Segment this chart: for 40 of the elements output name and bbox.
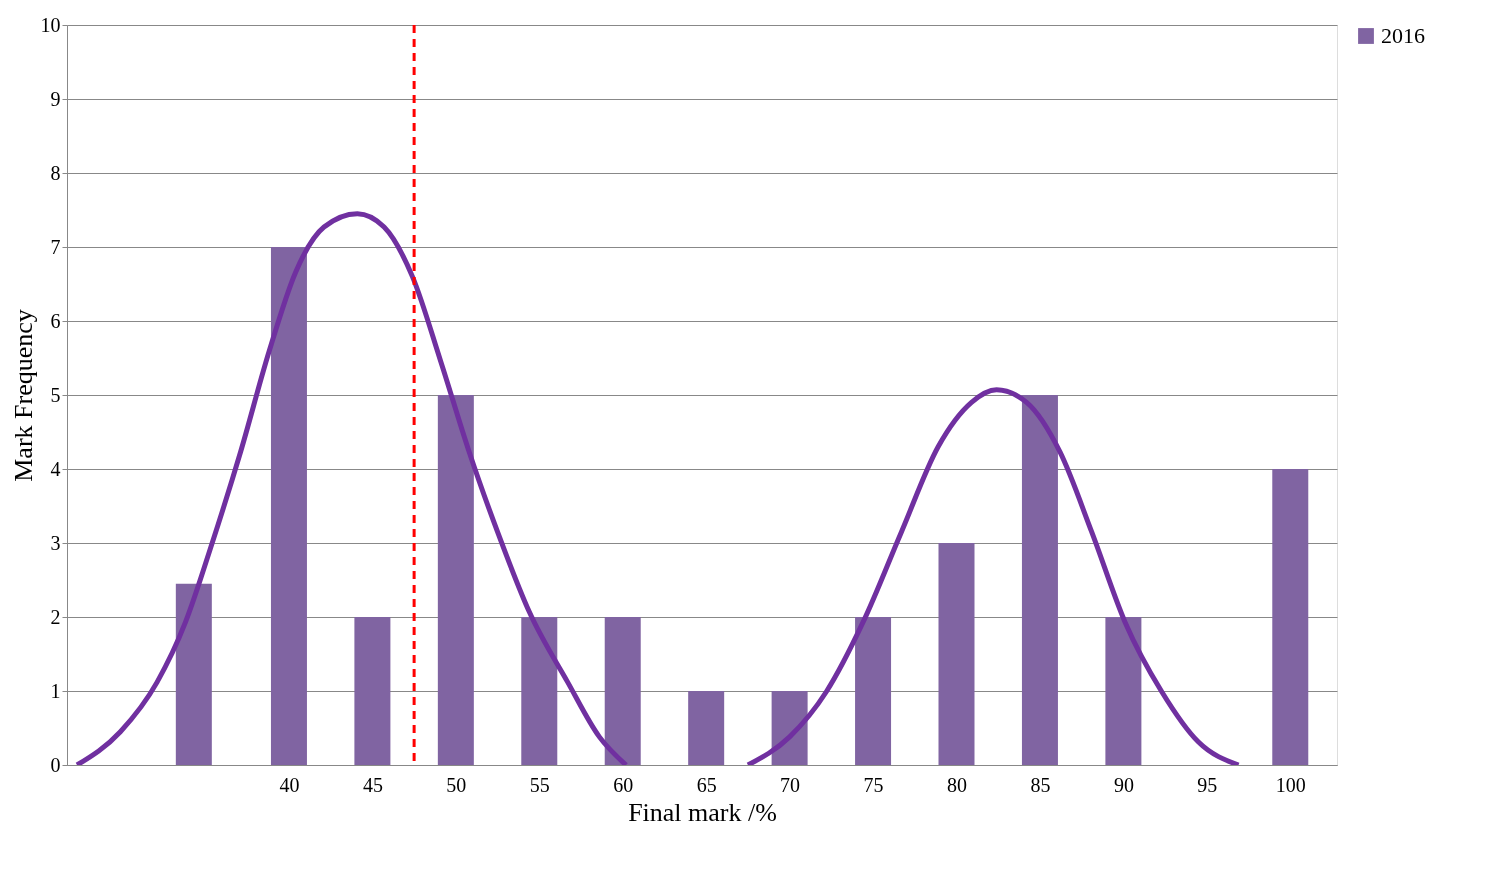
x-tick-label: 55 [529,773,550,796]
x-tick-label: 100 [1275,773,1306,796]
bar [604,617,641,765]
x-tick-label: 85 [1030,773,1051,796]
y-tick-label: 9 [50,87,61,110]
y-tick-label: 7 [50,235,61,258]
x-tick-label: 45 [362,773,383,796]
x-tick-label: 70 [780,773,801,796]
bar [354,617,391,765]
bar [1105,617,1142,765]
bar [175,583,212,765]
x-tick-label: 65 [696,773,717,796]
bar [521,617,558,765]
bar [437,395,474,765]
x-tick-label: 50 [446,773,467,796]
x-tick-label: 60 [613,773,634,796]
legend-label: 2016 [1381,23,1425,48]
y-tick-label: 10 [40,13,61,36]
bar [855,617,892,765]
bar [270,247,307,765]
bar [771,691,808,765]
x-tick-label: 95 [1197,773,1218,796]
y-tick-label: 2 [50,605,61,628]
y-tick-label: 5 [50,383,61,406]
y-tick-label: 0 [50,753,61,776]
y-tick-label: 3 [50,531,61,554]
bar [1272,469,1309,765]
x-tick-label: 80 [947,773,967,796]
x-tick-label: 40 [279,773,300,796]
x-tick-label: 90 [1113,773,1134,796]
x-tick-label: 75 [863,773,884,796]
y-tick-label: 4 [50,457,61,480]
bar [1021,395,1058,765]
y-tick-label: 1 [50,679,61,702]
y-tick-label: 6 [50,309,61,332]
bar [938,543,975,765]
bar [688,691,725,765]
x-axis-title: Final mark /% [628,797,777,827]
y-axis-title: Mark Frequency [8,309,38,482]
y-tick-label: 8 [50,161,61,184]
